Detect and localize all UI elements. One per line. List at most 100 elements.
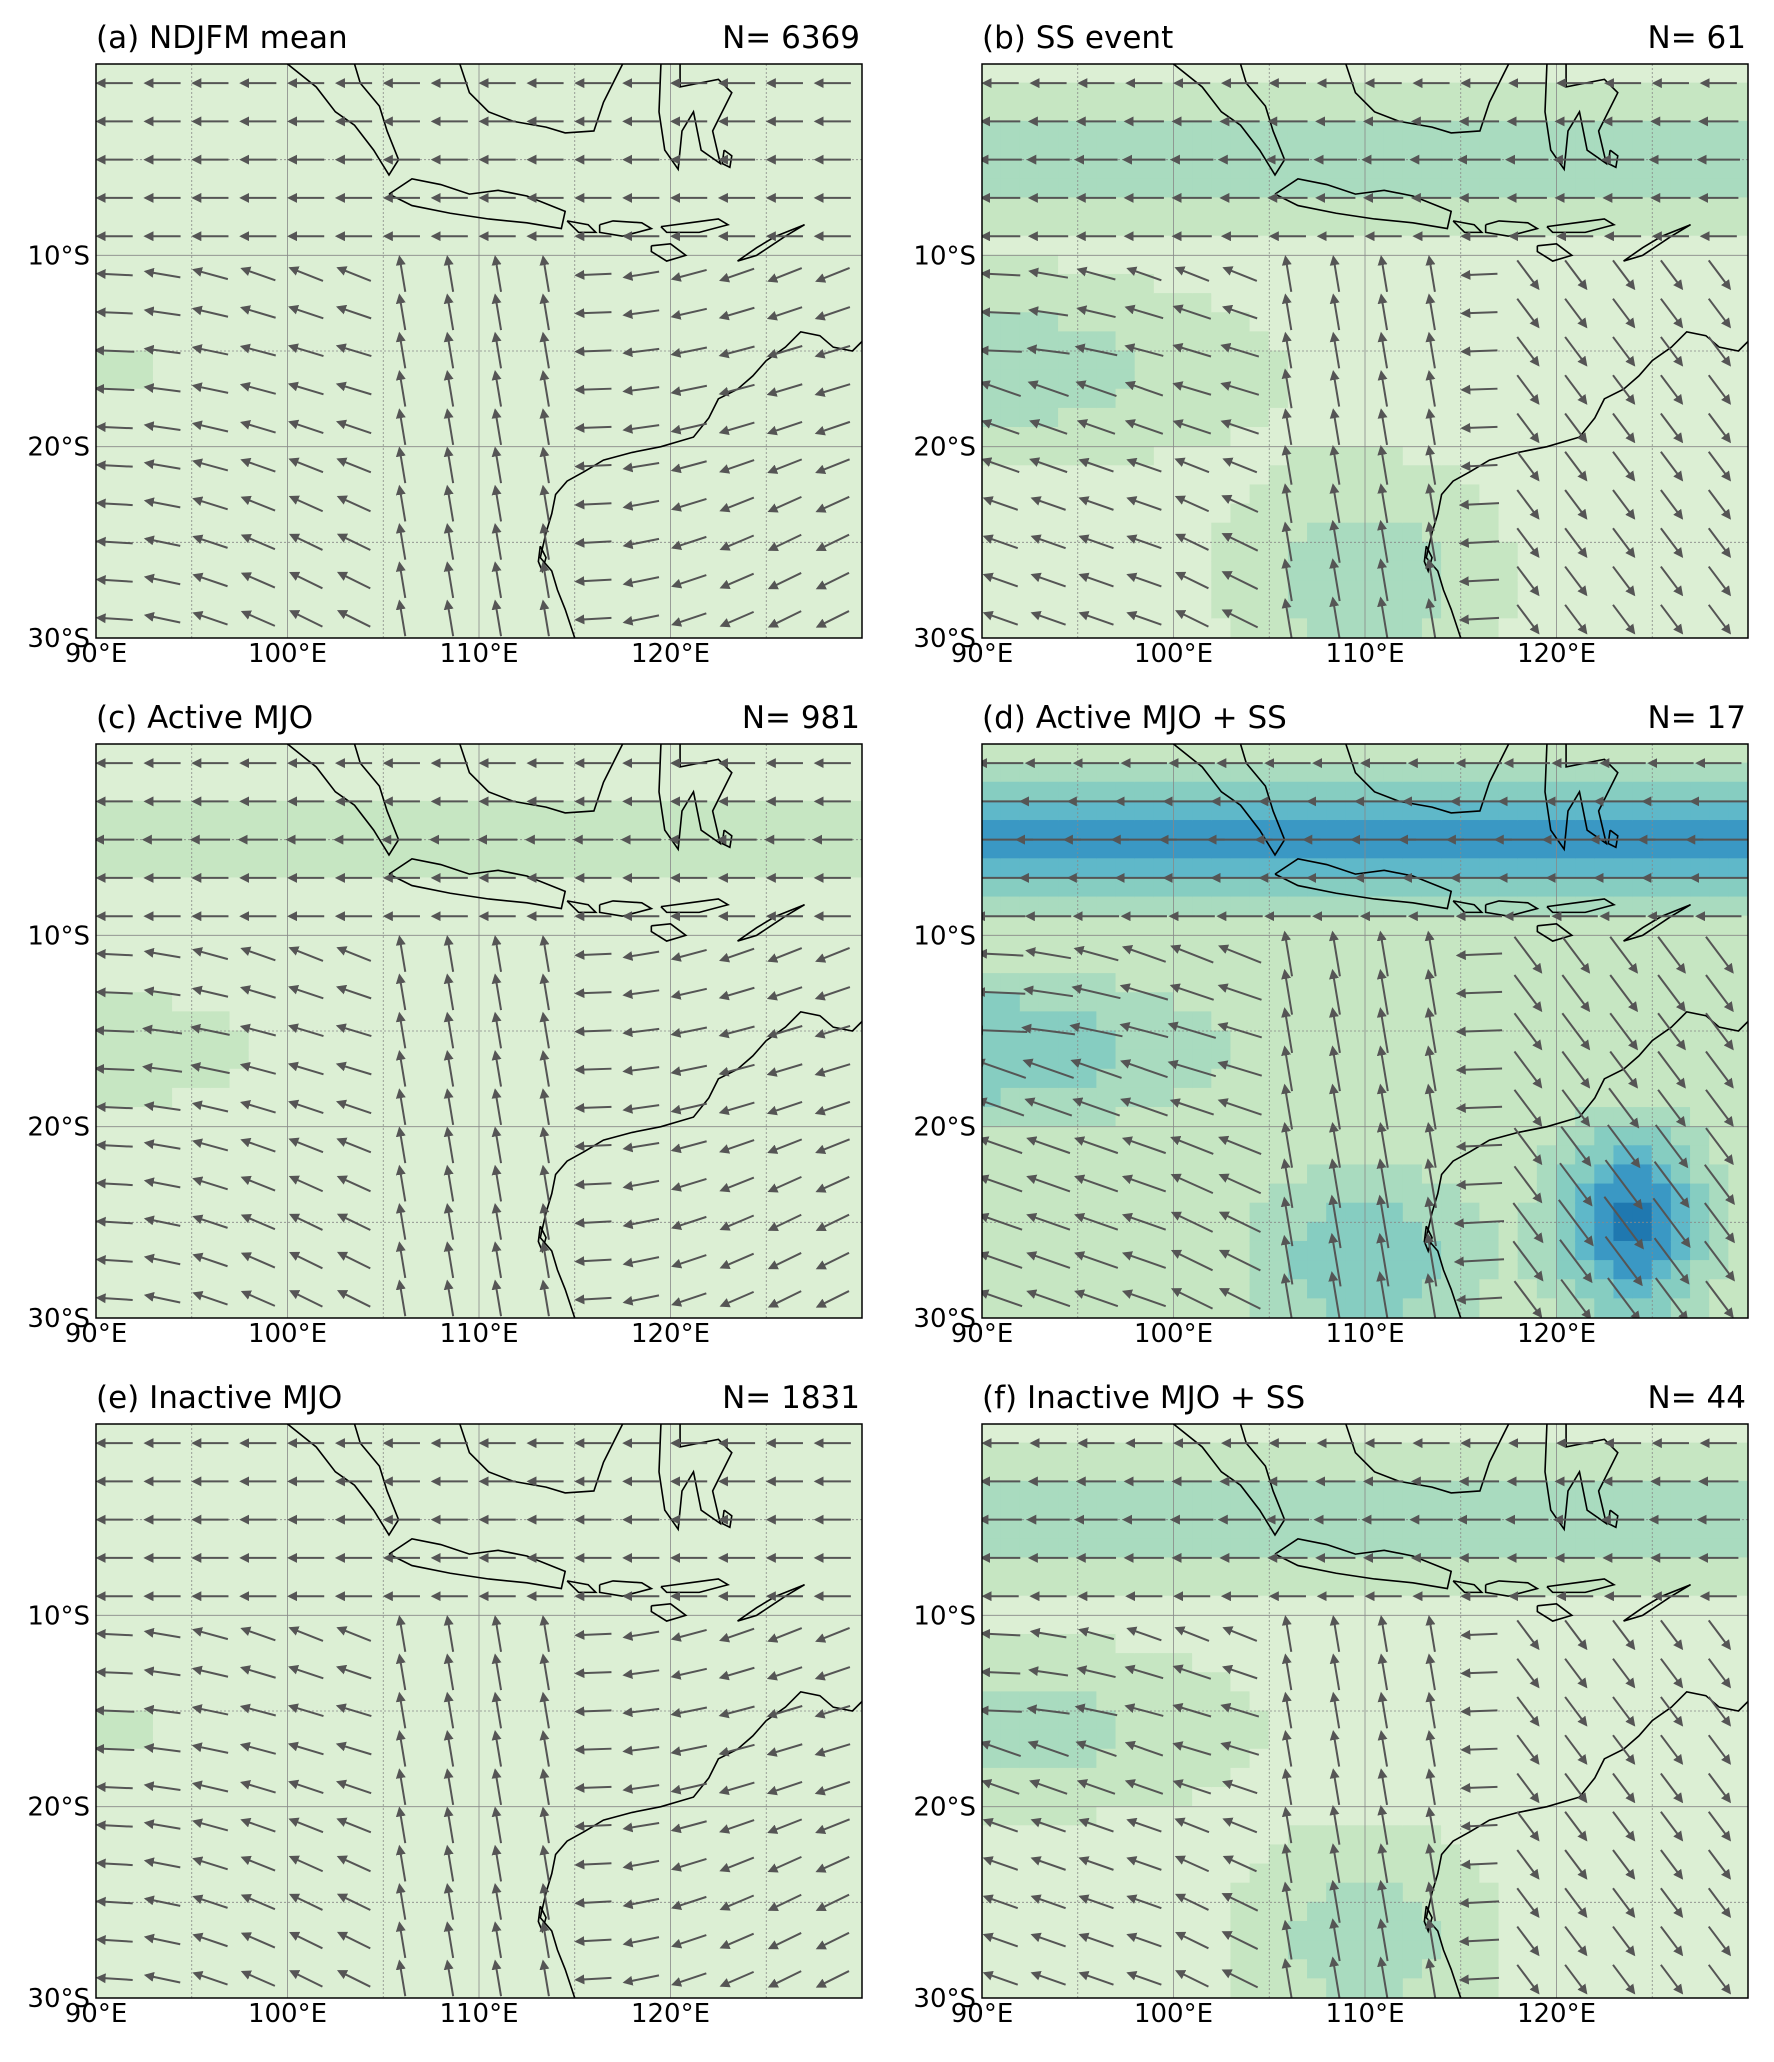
wind-arrow xyxy=(240,946,276,962)
shade-cell xyxy=(172,1279,193,1300)
shade-cell xyxy=(1173,992,1194,1013)
shade-cell xyxy=(746,560,767,582)
shade-cell xyxy=(344,120,365,142)
shade-cell xyxy=(1249,877,1270,898)
shade-cell xyxy=(689,580,710,601)
shade-cell xyxy=(459,781,480,802)
shade-cell xyxy=(1690,101,1711,122)
shade-cell xyxy=(382,560,403,582)
shade-cell xyxy=(670,82,691,103)
shade-cell xyxy=(555,159,576,180)
wind-arrow xyxy=(982,307,1021,318)
shade-cell xyxy=(1479,331,1500,352)
shade-cell xyxy=(267,953,288,975)
shade-cell xyxy=(1517,427,1538,448)
wind-arrow xyxy=(491,408,503,446)
wind-arrow xyxy=(982,419,1020,435)
wind-arrow xyxy=(622,1179,660,1191)
shade-cell xyxy=(1651,64,1672,84)
wind-arrow xyxy=(815,458,850,474)
shade-cell xyxy=(152,1011,174,1032)
shade-cell xyxy=(1575,120,1596,142)
shade-cell xyxy=(191,934,212,955)
shade-cell xyxy=(708,1145,729,1166)
shade-cell xyxy=(1211,618,1232,638)
shade-cell xyxy=(248,618,269,638)
shade-cell xyxy=(344,427,365,448)
shade-cell xyxy=(1153,599,1174,620)
shade-cell xyxy=(574,369,595,390)
shade-cell xyxy=(1345,64,1366,84)
wind-arrow xyxy=(1377,483,1389,524)
shade-cell xyxy=(114,1164,135,1185)
shade-cell xyxy=(1192,934,1213,955)
shade-cell xyxy=(1536,541,1557,562)
shade-cell xyxy=(133,934,154,955)
shade-cell xyxy=(1632,350,1653,371)
shade-cell xyxy=(574,992,595,1013)
shade-cell xyxy=(1613,159,1634,180)
wind-arrow xyxy=(143,1101,181,1112)
shade-cell xyxy=(1249,839,1270,860)
shade-cell xyxy=(982,101,1002,122)
wind-arrow xyxy=(491,1126,503,1164)
shade-cell xyxy=(96,1221,116,1242)
shade-cell xyxy=(765,140,786,161)
shade-cell xyxy=(574,915,595,936)
shade-cell xyxy=(784,1068,806,1089)
wind-arrow xyxy=(1458,576,1500,587)
shade-cell xyxy=(612,197,633,218)
shade-cell xyxy=(1307,503,1328,524)
shade-cell xyxy=(1019,159,1040,180)
shade-cell xyxy=(114,64,135,84)
shade-cell xyxy=(382,618,403,638)
shade-cell xyxy=(1192,178,1213,199)
shade-cell xyxy=(1575,216,1596,237)
shade-cell xyxy=(1019,427,1040,448)
shade-cell xyxy=(497,484,518,505)
shade-cell xyxy=(1326,820,1347,841)
shade-cell xyxy=(631,896,652,917)
wind-arrow xyxy=(670,460,707,474)
shade-cell xyxy=(535,120,557,142)
shade-cell xyxy=(497,312,518,333)
shade-cell xyxy=(229,1260,250,1281)
shade-cell xyxy=(459,407,480,429)
shade-cell xyxy=(1115,560,1136,582)
shade-cell xyxy=(842,762,862,783)
wind-arrow xyxy=(240,266,276,282)
wind-arrow xyxy=(1281,444,1293,485)
shade-cell xyxy=(746,953,767,975)
shade-cell xyxy=(1690,465,1711,486)
shade-cell xyxy=(1058,1183,1079,1204)
wind-arrow xyxy=(1612,565,1636,597)
map-field xyxy=(96,744,862,1318)
y-tick-label: 30°S xyxy=(27,1304,90,1334)
shade-cell xyxy=(1383,484,1404,505)
shade-cell xyxy=(325,254,346,275)
shade-cell xyxy=(1038,1298,1060,1318)
shade-cell xyxy=(401,1240,423,1262)
shade-cell xyxy=(1038,973,1060,994)
shade-cell xyxy=(574,1298,595,1318)
wind-arrow xyxy=(395,973,407,1011)
shade-cell xyxy=(1096,1126,1117,1147)
shade-cell xyxy=(1632,64,1653,84)
shade-cell xyxy=(96,446,116,467)
shade-cell xyxy=(1460,293,1481,314)
shade-cell xyxy=(670,503,691,524)
shade-cell xyxy=(1287,618,1309,638)
shade-cell xyxy=(574,427,595,448)
shade-cell xyxy=(401,522,423,543)
wind-arrow xyxy=(1030,496,1066,511)
shade-cell xyxy=(1345,82,1366,103)
wind-arrow xyxy=(671,1254,707,1269)
shade-cell xyxy=(784,350,806,371)
wind-arrow xyxy=(766,421,803,436)
shade-cell xyxy=(727,388,748,409)
shade-cell xyxy=(363,350,384,371)
shade-cell xyxy=(1077,1240,1098,1262)
shade-cell xyxy=(1192,1221,1213,1242)
shade-cell xyxy=(593,1049,614,1070)
shade-cell xyxy=(708,1011,729,1032)
